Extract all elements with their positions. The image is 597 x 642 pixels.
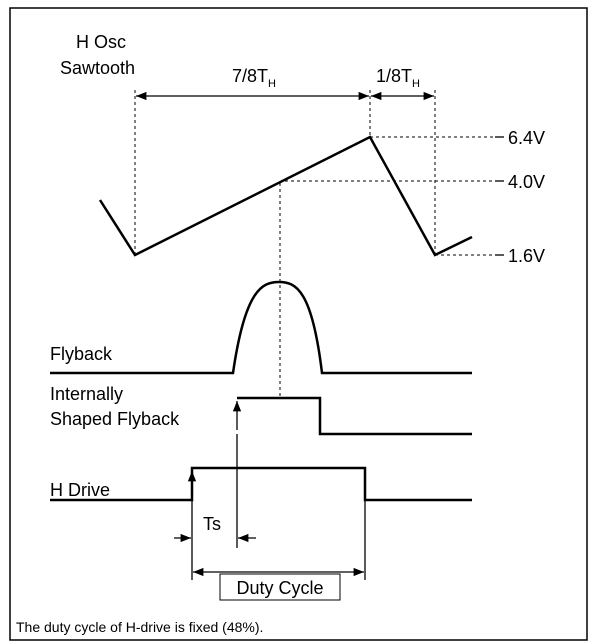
frame xyxy=(9,7,588,641)
flyback-wave xyxy=(50,280,472,375)
sawtooth xyxy=(98,135,473,257)
caption: The duty cycle of H-drive is fixed (48%)… xyxy=(16,619,263,635)
label: 1/8TH xyxy=(376,66,420,90)
label: 1.6V xyxy=(508,246,545,266)
label: Duty Cycle xyxy=(236,578,323,598)
label: 7/8TH xyxy=(232,66,276,90)
label: 6.4V xyxy=(508,128,545,148)
label: 4.0V xyxy=(508,172,545,192)
label: Shaped Flyback xyxy=(50,409,180,429)
hdrive-wave xyxy=(50,466,472,502)
label: Flyback xyxy=(50,344,113,364)
shaped-wave xyxy=(237,396,472,436)
label: Ts xyxy=(203,514,221,534)
label: Sawtooth xyxy=(60,58,135,78)
duty-box xyxy=(219,573,341,601)
label: Internally xyxy=(50,384,123,404)
label: H Osc xyxy=(76,32,126,52)
label: H Drive xyxy=(50,480,110,500)
